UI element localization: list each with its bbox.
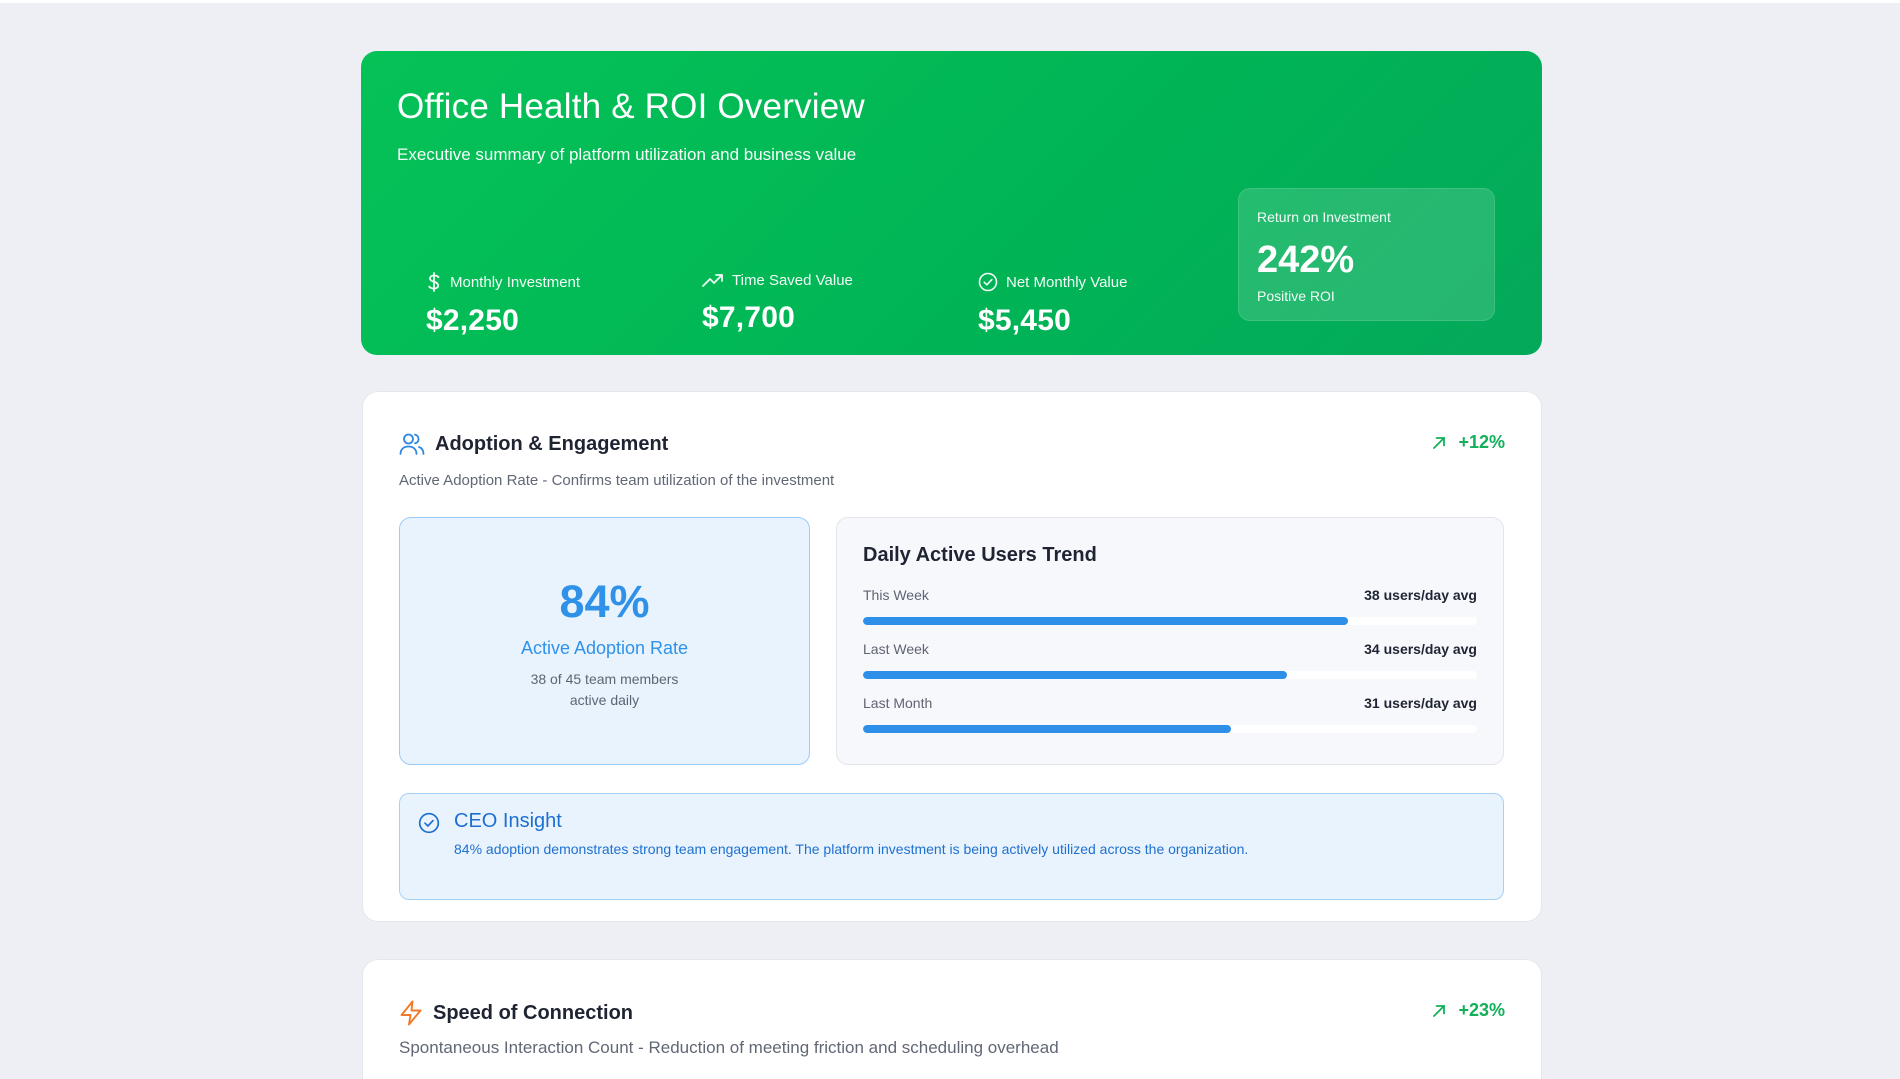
arrow-up-right-icon [1432, 1004, 1446, 1018]
adoption-engagement-card: Adoption & Engagement +12% Active Adopti… [362, 391, 1542, 922]
metric-value: $2,250 [426, 304, 519, 337]
adoption-rate-label: Active Adoption Rate [520, 638, 689, 658]
metric-value: $5,450 [978, 304, 1071, 337]
insight-text: 84% adoption demonstrates strong team en… [454, 841, 1249, 857]
trend-row-this-week: This Week 38 users/day avg [863, 587, 1477, 625]
trend-indicator: +23% [1432, 1000, 1505, 1021]
trend-row-label: Last Week [863, 641, 929, 657]
adoption-detail-line: active daily [569, 692, 640, 708]
adoption-rate-panel: 84% Active Adoption Rate 38 of 45 team m… [399, 517, 810, 765]
progress-track [863, 725, 1477, 733]
trend-row-last-month: Last Month 31 users/day avg [863, 695, 1477, 733]
dollar-icon [426, 272, 442, 292]
adoption-detail-line: 38 of 45 team members [530, 671, 679, 687]
card-title: Speed of Connection [433, 1001, 633, 1024]
metric-label: Monthly Investment [450, 273, 581, 291]
ceo-insight-callout: CEO Insight 84% adoption demonstrates st… [399, 793, 1504, 900]
page-title: Office Health & ROI Overview [397, 87, 865, 126]
metric-net-monthly-value: Net Monthly Value $5,450 [978, 272, 1127, 338]
progress-fill [863, 725, 1232, 733]
metric-label: Time Saved Value [732, 272, 853, 289]
trend-row-value: 34 users/day avg [1364, 641, 1477, 657]
metric-monthly-investment: Monthly Investment $2,250 [426, 272, 580, 338]
adoption-rate-detail: 38 of 45 team members active daily [400, 669, 809, 711]
arrow-up-right-icon [1432, 436, 1446, 450]
progress-fill [863, 671, 1287, 679]
metric-time-saved-value: Time Saved Value $7,700 [702, 272, 853, 335]
check-circle-icon [978, 272, 998, 292]
speed-of-connection-card: Speed of Connection +23% Spontaneous Int… [362, 959, 1542, 1079]
users-icon [399, 432, 425, 456]
progress-track [863, 671, 1477, 679]
progress-fill [863, 617, 1349, 625]
trend-row-value: 38 users/day avg [1364, 587, 1477, 603]
trend-row-last-week: Last Week 34 users/day avg [863, 641, 1477, 679]
progress-track [863, 617, 1477, 625]
roi-summary-box: Return on Investment 242% Positive ROI [1238, 188, 1495, 321]
daily-active-users-trend-panel: Daily Active Users Trend This Week 38 us… [836, 517, 1504, 765]
roi-note: Positive ROI [1257, 288, 1335, 304]
card-description: Spontaneous Interaction Count - Reductio… [399, 1038, 1059, 1057]
roi-label: Return on Investment [1257, 209, 1391, 225]
roi-overview-banner: Office Health & ROI Overview Executive s… [361, 51, 1542, 355]
top-strip [0, 0, 1900, 3]
lightning-icon [399, 1000, 423, 1026]
card-title: Adoption & Engagement [435, 432, 669, 455]
trend-row-label: Last Month [863, 695, 933, 711]
card-header: Adoption & Engagement [399, 432, 668, 456]
card-header: Speed of Connection [399, 1000, 633, 1026]
trend-title: Daily Active Users Trend [863, 544, 1097, 566]
trend-row-label: This Week [863, 587, 929, 603]
adoption-rate-value: 84% [559, 576, 650, 627]
insight-title: CEO Insight [454, 810, 562, 832]
trend-value: +12% [1458, 432, 1505, 452]
metric-value: $7,700 [702, 301, 795, 334]
trend-row-value: 31 users/day avg [1364, 695, 1477, 711]
card-description: Active Adoption Rate - Confirms team uti… [399, 472, 835, 489]
metric-label: Net Monthly Value [1006, 273, 1128, 291]
roi-value: 242% [1257, 239, 1355, 281]
page-subtitle: Executive summary of platform utilizatio… [397, 145, 857, 164]
trend-indicator: +12% [1432, 432, 1505, 453]
trending-up-icon [702, 273, 724, 289]
trend-value: +23% [1458, 1000, 1505, 1020]
check-circle-icon [418, 812, 440, 834]
